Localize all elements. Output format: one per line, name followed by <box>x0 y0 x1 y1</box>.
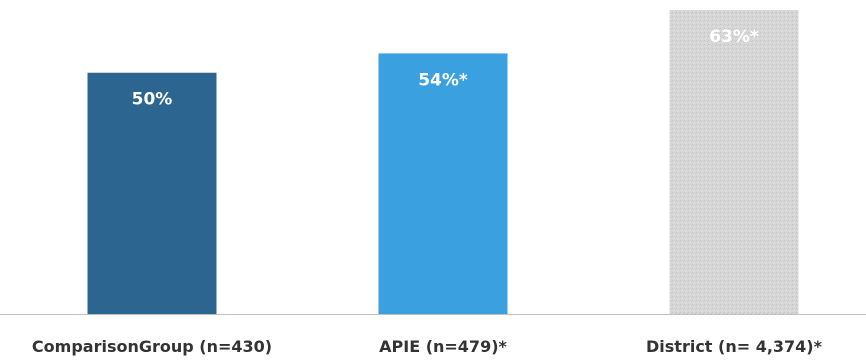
category-label-2: APIE (n=479)* <box>379 337 507 356</box>
labels-group: 50% ComparisonGroup (n=430) 54%* APIE (n=47… <box>32 27 823 356</box>
category-label-1: ComparisonGroup (n=430) <box>32 337 272 356</box>
bars-group <box>87 10 799 315</box>
bar-2 <box>378 53 508 315</box>
category-label-3: District (n= 4,374)* <box>646 337 823 356</box>
data-label-3: 63%* <box>709 27 759 47</box>
bar-3 <box>669 10 799 314</box>
data-label-2: 54%* <box>418 70 468 90</box>
data-label-1: 50% <box>132 90 173 110</box>
bar-1 <box>87 72 217 314</box>
